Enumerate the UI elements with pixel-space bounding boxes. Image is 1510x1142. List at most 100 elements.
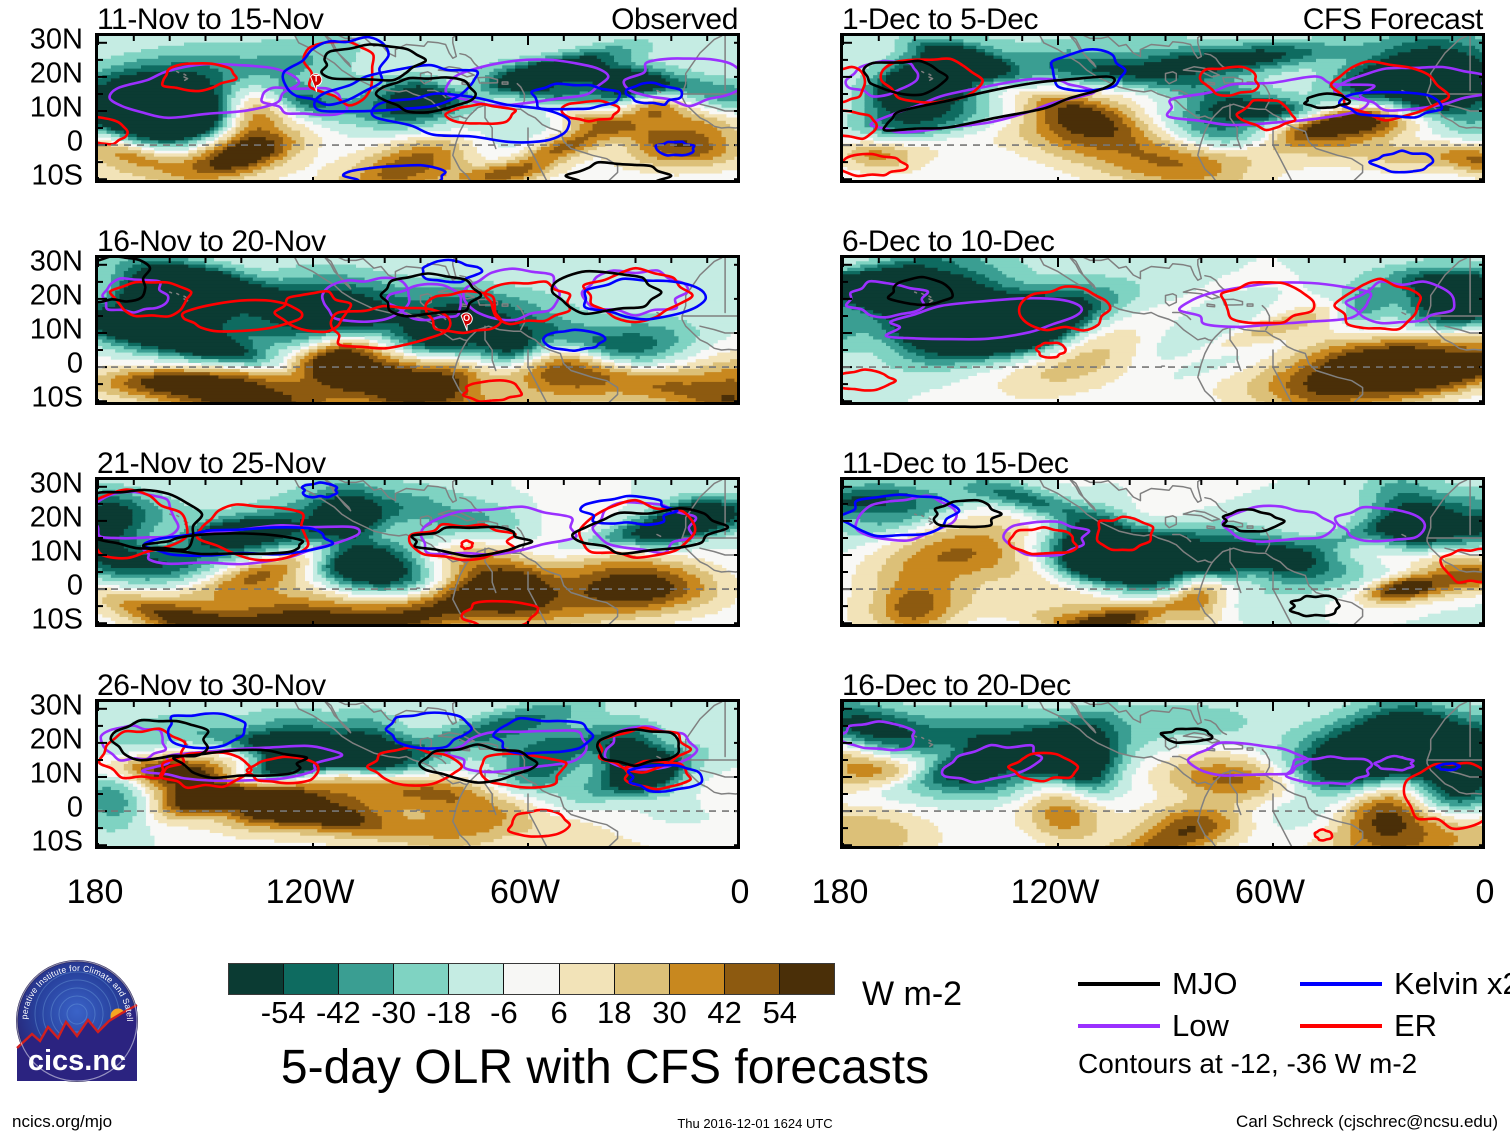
panel-6: 11-Dec to 15-Dec <box>840 447 1485 627</box>
panel-plot-area <box>840 255 1485 405</box>
x-axis-label: 0 <box>1475 873 1495 911</box>
panel-4: 6-Dec to 10-Dec <box>840 225 1485 405</box>
panel-title: 11-Dec to 15-Dec <box>842 447 1069 480</box>
panel-title: 21-Nov to 25-Nov <box>97 447 326 480</box>
y-axis-label: 10S <box>31 603 83 636</box>
cics-nc-logo: cics.nc Cooperative Institute for Climat… <box>11 950 140 1084</box>
mjo-line-icon <box>1078 981 1160 986</box>
colorbar-tick: -54 <box>260 995 306 1030</box>
colorbar: -54 -42 -30 -18 -6 6 18 30 42 54 <box>228 963 835 1030</box>
contour-legend: MJO Kelvin x2 Low ER <box>1078 968 1510 1044</box>
contour-note: Contours at -12, -36 W m-2 <box>1078 1048 1418 1079</box>
y-axis-label: 10N <box>29 757 83 790</box>
y-axis-label: 20N <box>29 501 83 534</box>
colorbar-tick: 6 <box>550 995 568 1030</box>
colorbar-segment <box>284 964 340 994</box>
panel-title: 6-Dec to 10-Dec <box>842 225 1055 258</box>
y-axis-label: 0 <box>66 791 83 824</box>
panel-plot-area: O <box>95 255 740 405</box>
y-axis-label: 30N <box>29 245 83 278</box>
y-axis-label: 10S <box>31 159 83 192</box>
svg-text:O: O <box>463 313 470 323</box>
colorbar-tick: -42 <box>315 995 361 1030</box>
x-axis-label: 60W <box>1235 873 1305 911</box>
panel-grid: 11-Nov to 15-Nov Observed T 1-Dec to 5-Dec C… <box>29 3 1495 911</box>
colorbar-tick: 42 <box>707 995 742 1030</box>
panel-plot-area <box>840 699 1485 849</box>
panel-title: 16-Nov to 20-Nov <box>97 225 326 258</box>
panel-title: 11-Nov to 15-Nov <box>97 3 324 36</box>
panel-plot-area <box>95 477 740 627</box>
colorbar-segment <box>724 964 780 994</box>
legend-item-mjo: MJO <box>1078 968 1237 999</box>
cfs-forecast-header: CFS Forecast <box>1302 3 1484 36</box>
panel-7: 26-Nov to 30-Nov <box>95 669 740 849</box>
panel-title: 26-Nov to 30-Nov <box>97 669 326 702</box>
colorbar-segment <box>394 964 450 994</box>
y-axis-label: 10N <box>29 313 83 346</box>
panel-plot-area <box>95 699 740 849</box>
y-axis-label: 30N <box>29 23 83 56</box>
y-axis-label: 0 <box>66 125 83 158</box>
colorbar-tick: 18 <box>597 995 632 1030</box>
colorbar-segment <box>779 964 835 994</box>
y-axis-label: 20N <box>29 279 83 312</box>
legend-item-low: Low <box>1078 1010 1229 1041</box>
y-axis-label: 10N <box>29 91 83 124</box>
legend-label-kelvin: Kelvin x2 <box>1394 966 1510 1001</box>
panel-title: 16-Dec to 20-Dec <box>842 669 1071 702</box>
colorbar-tick-labels: -54 -42 -30 -18 -6 6 18 30 42 54 <box>228 995 835 1030</box>
colorbar-tick: -6 <box>490 995 518 1030</box>
main-title: 5-day OLR with CFS forecasts <box>280 1041 930 1094</box>
legend-label-mjo: MJO <box>1172 966 1238 1001</box>
x-axis-label: 120W <box>1010 873 1100 911</box>
y-axis-label: 30N <box>29 467 83 500</box>
panel-plot-area: T <box>95 33 740 183</box>
colorbar-segment <box>559 964 615 994</box>
colorbar-segment <box>229 964 285 994</box>
footer-website[interactable]: ncics.org/mjo <box>12 1112 113 1131</box>
panel-5: 21-Nov to 25-Nov <box>95 447 740 627</box>
x-axis-label: 180 <box>66 873 124 911</box>
panel-1: 11-Nov to 15-Nov Observed T <box>95 3 740 183</box>
colorbar-tick: 30 <box>652 995 687 1030</box>
colorbar-tick: -30 <box>371 995 416 1030</box>
x-axis-label: 180 <box>811 873 869 911</box>
panel-8: 16-Dec to 20-Dec <box>840 669 1485 849</box>
kelvin-line-icon <box>1300 981 1382 986</box>
colorbar-segment <box>449 964 505 994</box>
logo-wordmark: cics.nc <box>28 1045 126 1077</box>
colorbar-unit-label: W m-2 <box>862 975 963 1013</box>
x-axis-label: 60W <box>490 873 560 911</box>
panel-3: 16-Nov to 20-Nov O <box>95 225 740 405</box>
colorbar-tick: -18 <box>426 995 472 1030</box>
y-axis-label: 30N <box>29 689 83 722</box>
y-axis-label: 0 <box>66 347 83 380</box>
y-axis-label: 20N <box>29 57 83 90</box>
colorbar-swatches <box>228 963 835 995</box>
panel-2: 1-Dec to 5-Dec CFS Forecast <box>840 3 1485 183</box>
legend-item-er: ER <box>1300 1010 1437 1041</box>
panel-plot-area <box>840 477 1485 627</box>
colorbar-segment <box>614 964 670 994</box>
legend-label-er: ER <box>1394 1008 1438 1043</box>
y-axis-label: 20N <box>29 723 83 756</box>
footer-author: Carl Schreck (cjschrec@ncsu.edu) <box>1236 1112 1498 1131</box>
colorbar-tick: 54 <box>762 995 798 1030</box>
legend-item-kelvin: Kelvin x2 <box>1300 968 1510 999</box>
er-line-icon <box>1300 1023 1382 1028</box>
footer-timestamp: Thu 2016-12-01 1624 UTC <box>677 1116 833 1131</box>
x-axis-label: 120W <box>265 873 355 911</box>
legend-label-low: Low <box>1172 1008 1229 1043</box>
colorbar-segment <box>339 964 395 994</box>
panel-plot-area <box>840 33 1485 183</box>
x-axis-label: 0 <box>730 873 750 911</box>
svg-text:T: T <box>313 74 319 84</box>
observed-header: Observed <box>611 3 738 36</box>
colorbar-segment <box>669 964 725 994</box>
y-axis-label: 10S <box>31 381 83 414</box>
y-axis-label: 10N <box>29 535 83 568</box>
y-axis-label: 10S <box>31 825 83 858</box>
low-line-icon <box>1078 1023 1160 1028</box>
colorbar-segment <box>504 964 560 994</box>
